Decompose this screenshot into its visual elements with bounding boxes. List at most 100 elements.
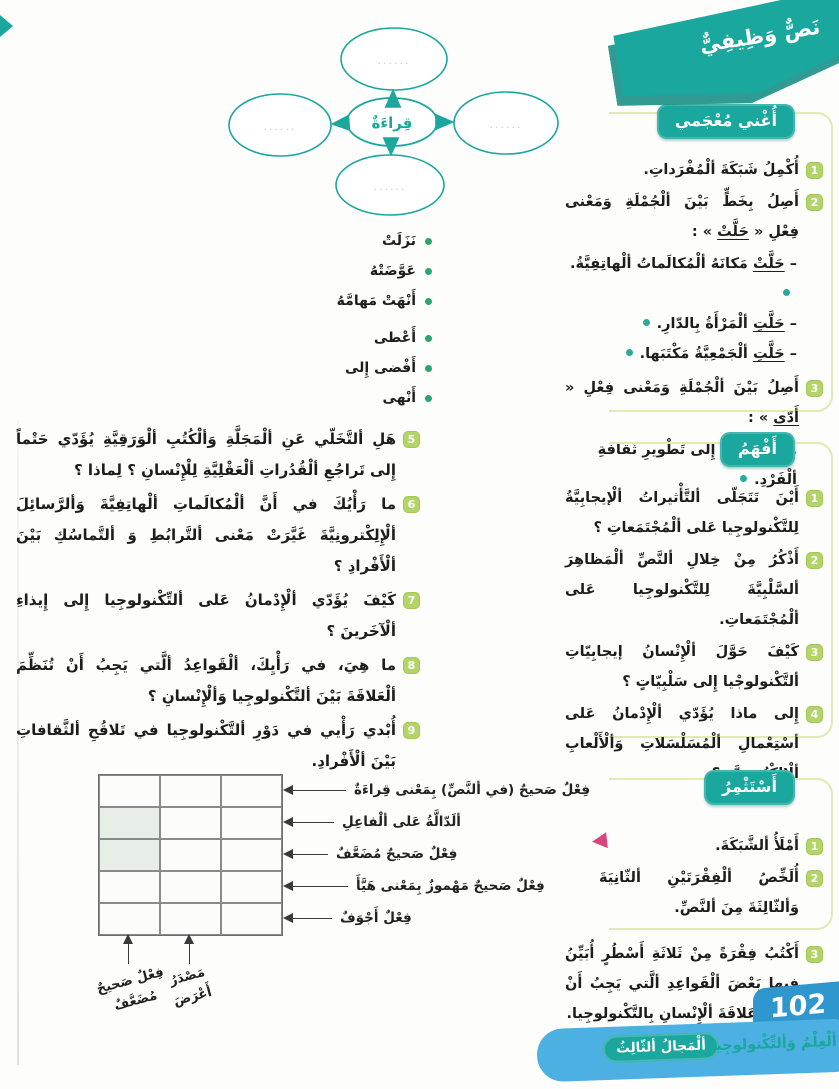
dash: – (789, 256, 797, 272)
question-7: 7 كَيْفَ يُؤَدّي ألْإِدْمانُ عَلى ألتِّك… (16, 585, 420, 647)
bullet-icon (425, 298, 432, 305)
table-cell (99, 807, 160, 839)
instruction-suffix: » : (691, 224, 713, 240)
table-cell (160, 839, 221, 871)
target-verb: أَدّى (773, 410, 799, 426)
diagram-center-label: قِراءَةٌ (372, 114, 413, 132)
table-cell (160, 807, 221, 839)
comprehension-item-2: 2 أَذْكُرُ مِنْ خِلالِ ألنَّصِّ ألْمَظاه… (565, 545, 823, 635)
functional-text-banner: نَصٌّ وَظِيفِيٌّ (617, 0, 839, 96)
word-label: أَفْضى إِلى (344, 360, 416, 376)
word-item: أَنْهى (294, 383, 432, 413)
word-item: نَزَلَتْ (294, 226, 432, 256)
question-7-text: كَيْفَ يُؤَدّي ألْإِدْمانُ عَلى ألتِّكْن… (16, 591, 396, 640)
table-cell (221, 839, 282, 871)
match-point-icon (740, 475, 748, 482)
word-label: أَنْهَتْ مَهامَّهُ (336, 293, 416, 309)
table-cell (99, 871, 160, 903)
page-spine-shadow (17, 420, 19, 1065)
footer-bar: ألْمَجالُ ألثّالِثُ ألْعِلْمُ وَألتِّكْن… (536, 1018, 839, 1083)
word-item: أَعْطى (294, 323, 432, 353)
item-number-badge: 3 (806, 380, 823, 397)
match-verb: حَلَّتْ (752, 256, 785, 272)
match-verb: حَلَّتِ (752, 346, 785, 362)
up-arrow-icon (184, 934, 194, 964)
question-5: 5 هَلِ ألتَّخَلّي عَنِ ألْمَجَلَّةِ وَأل… (16, 424, 420, 486)
vocab-item-2: 2 أَصِلُ بِخَطٍّ بَيْنَ ألْجُمْلَةِ وَمَ… (565, 187, 823, 247)
table-cell (99, 903, 160, 935)
word-item: عَوَّضَتْهُ (294, 256, 432, 286)
question-list: 5 هَلِ ألتَّخَلّي عَنِ ألْمَجَلَّةِ وَأل… (16, 424, 420, 780)
diagram-top-placeholder: ...... (378, 54, 411, 67)
bullet-icon (425, 335, 432, 342)
comprehension-item-3-text: كَيْفَ حَوَّلَ ألْإِنْسانُ إيجابِيّاتِ أ… (565, 644, 799, 690)
match-verb: حَلَّتِ (752, 316, 785, 332)
item-number-badge: 1 (806, 490, 823, 507)
invest-item-3: 3 أَكْتُبُ فِقْرَةً مِنْ ثَلاثَةِ أَسْطُ… (565, 939, 823, 1029)
comprehension-item-3: 3 كَيْفَ حَوَّلَ ألْإِنْسانُ إيجابِيّاتِ… (565, 637, 823, 697)
question-9-text: أُبْدي رَأْيي في دَوْرِ ألتَّكْنولوجِيا … (16, 721, 396, 770)
table-cell (160, 903, 221, 935)
vocab-item-3-text: أَصِلُ بَيْنَ ألْجُمْلَةِ وَمَعْنى فِعْل… (565, 373, 799, 433)
domain-title: ألْعِلْمُ وَألتِّكْنولوجِيا (710, 1033, 838, 1055)
vocab-item-1: 1 أُكْمِلُ شَبَكَةَ ألْمُفْرَداتِ. (565, 155, 823, 185)
match-sentence-1: – حَلَّتْ مَكانَهُ ألْمُكالَماتُ ألْهاتِ… (565, 249, 797, 309)
match-rest: مَكانَهُ ألْمُكالَماتُ ألْهاتِفِيَّةُ. (569, 256, 748, 272)
question-8: 8 ما هِيَ، في رَأْيِكَ، ألْقَواعِدُ ألَّ… (16, 650, 420, 712)
corner-wedge-icon (0, 15, 13, 37)
left-arrow-icon (283, 849, 328, 859)
instruction-prefix: أَصِلُ بِخَطٍّ بَيْنَ ألْجُمْلَةِ وَمَعْ… (565, 194, 799, 240)
fill-in-table (98, 774, 283, 936)
question-8-text: ما هِيَ، في رَأْيِكَ، ألْقَواعِدُ ألَّتي… (16, 656, 396, 705)
instruction-suffix: » : (748, 410, 769, 426)
match-sentence-2: – حَلَّتِ ألْمَرْأَةُ بِالدّارِ. (565, 309, 797, 339)
section-comprehension: أَفْهَمُ 1 أَيْنَ تَتَجَلّى ألتَّأْثيرات… (557, 424, 835, 791)
match-rest: ألْمَرْأَةُ بِالدّارِ. (656, 316, 748, 332)
match-point-icon (625, 349, 633, 356)
instruction-prefix: أَصِلُ بَيْنَ ألْجُمْلَةِ وَمَعْنى فِعْل… (565, 380, 799, 396)
item-number-badge: 2 (806, 194, 823, 211)
item-number-badge: 9 (403, 722, 420, 739)
row-label-text: فِعْلٌ صَحيحٌ (في ألنَّصِّ) بِمَعْنى قِر… (354, 782, 591, 798)
table-row-label-3: فِعْلٌ صَحيحٌ مُضَعَّفٌ (283, 838, 457, 870)
bullet-icon (425, 395, 432, 402)
item-number-badge: 3 (806, 946, 823, 963)
section-invest: أَسْتَثْمِرُ 1 أَمْلَأُ ألشَّبَكَةَ. 2 أ… (557, 762, 835, 1031)
comprehension-item-1-text: أَيْنَ تَتَجَلّى ألتَّأْثيراتُ ألْإيجابِ… (565, 490, 799, 536)
item-number-badge: 4 (806, 706, 823, 723)
pointer-marker-icon (591, 832, 608, 850)
invest-item-2-text: أُلَخِّصُ ألْفِقْرَتَيْنِ ألثّانِيَةَ وَ… (599, 870, 799, 916)
invest-item-1-text: أَمْلَأُ ألشَّبَكَةَ. (715, 838, 799, 854)
item-number-badge: 1 (806, 162, 823, 179)
target-verb: حَلَّتْ (717, 224, 749, 240)
verb-table-exercise: فِعْلٌ صَحيحٌ (في ألنَّصِّ) بِمَعْنى قِر… (95, 772, 590, 1032)
row-label-text: فِعْلٌ صَحيحٌ مَهْموزٌ بِمَعْنى هَيَّأَ (356, 878, 545, 894)
table-cell (99, 839, 160, 871)
section-header-invest: أَسْتَثْمِرُ (704, 770, 795, 805)
invest-item-1: 1 أَمْلَأُ ألشَّبَكَةَ. (565, 831, 823, 861)
match-point-icon (783, 289, 790, 296)
match-sentence-3: – حَلَّتِ ألْجَمْعِيَّةُ مَكْتَبَها. (565, 339, 797, 369)
table-row-label-1: فِعْلٌ صَحيحٌ (في ألنَّصِّ) بِمَعْنى قِر… (283, 774, 591, 806)
word-web-diagram: قِراءَةٌ ...... ...... ...... ...... (228, 27, 559, 216)
section-header-vocab: أُغْني مُعْجَمي (656, 104, 795, 139)
table-cell (160, 775, 221, 807)
question-6: 6 ما رَأْيُكَ في أَنَّ ألْمُكالَماتِ ألْ… (16, 489, 420, 582)
diagram-left-placeholder: ...... (264, 120, 297, 133)
item-number-badge: 3 (806, 644, 823, 661)
diagram-bottom-placeholder: ...... (374, 180, 407, 193)
left-arrow-icon (283, 817, 334, 827)
item-number-badge: 6 (403, 496, 420, 513)
word-list: نَزَلَتْ عَوَّضَتْهُ أَنْهَتْ مَهامَّهُ … (294, 226, 432, 413)
bullet-icon (425, 238, 432, 245)
table-cell (99, 775, 160, 807)
table-row-label-2: ألَدّالَّةُ عَلى ألْفاعِلِ (283, 806, 461, 838)
question-9: 9 أُبْدي رَأْيي في دَوْرِ ألتَّكْنولوجِي… (16, 715, 420, 777)
table-row-label-4: فِعْلٌ صَحيحٌ مَهْموزٌ بِمَعْنى هَيَّأَ (283, 870, 545, 902)
word-label: أَعْطى (373, 330, 416, 346)
word-item: أَنْهَتْ مَهامَّهُ (294, 286, 432, 316)
table-cell (221, 903, 282, 935)
table-cell (160, 871, 221, 903)
section-header-comprehension: أَفْهَمُ (719, 432, 795, 467)
